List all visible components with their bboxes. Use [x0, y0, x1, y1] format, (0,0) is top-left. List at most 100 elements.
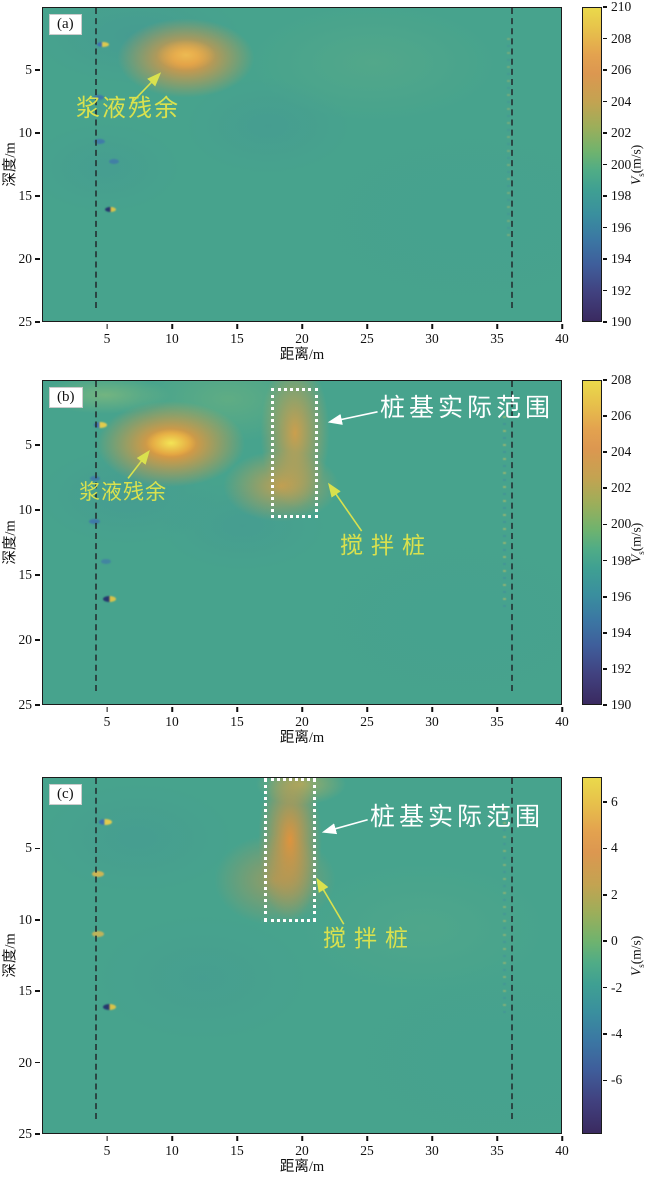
cb-tick-mark — [603, 704, 607, 706]
x-tick-mark — [431, 324, 433, 329]
cb-tick: 192 — [603, 661, 631, 677]
x-tick-mark — [106, 1136, 108, 1141]
x-tick-mark — [106, 324, 108, 329]
y-tick-label: 25 — [18, 1126, 33, 1141]
x-tick: 30 — [425, 707, 439, 731]
y-tick: 25 — [18, 1126, 40, 1142]
cb-tick-label: 0 — [611, 933, 618, 949]
y-tick-label: 15 — [18, 983, 33, 999]
x-tick: 15 — [230, 707, 244, 731]
panel-label-a: (a) — [49, 14, 82, 35]
x-tick: 5 — [104, 1136, 110, 1160]
cb-tick-label: -4 — [611, 1026, 623, 1042]
x-tick-mark — [301, 324, 303, 329]
cb-tick-mark — [603, 487, 607, 489]
x-tick: 35 — [490, 324, 504, 348]
x-tick-label: 40 — [555, 1143, 569, 1158]
cb-tick-label: 202 — [611, 125, 632, 140]
colorbar-c — [582, 777, 602, 1134]
cb-tick-mark — [603, 195, 607, 197]
artifact-speck — [103, 1004, 116, 1010]
y-tick-label: 10 — [18, 125, 33, 140]
y-tick: 15 — [18, 983, 40, 999]
cb-tick-label: -6 — [611, 1072, 623, 1088]
y-tick-label: 25 — [18, 697, 33, 712]
x-tick: 10 — [165, 324, 179, 348]
cb-tick-label: 206 — [611, 408, 632, 424]
x-tick: 25 — [360, 324, 374, 348]
x-tick-mark — [496, 1136, 498, 1141]
x-tick-mark — [366, 324, 368, 329]
cb-tick-mark — [603, 100, 607, 103]
y-axis-title-b: 深度/m — [2, 520, 19, 565]
cb-tick: 200 — [603, 157, 631, 173]
x-tick-mark — [236, 707, 238, 712]
cb-tick: 190 — [603, 697, 631, 713]
cb-tick: 210 — [603, 0, 631, 15]
cb-tick-label: 208 — [611, 30, 632, 46]
y-tick-label: 20 — [18, 251, 33, 266]
cb-tick: 206 — [603, 408, 631, 424]
x-tick: 10 — [165, 707, 179, 731]
y-tick-label: 10 — [18, 502, 33, 517]
artifact-speck — [92, 871, 104, 877]
x-tick: 40 — [555, 324, 569, 348]
cb-tick-label: 4 — [611, 840, 618, 856]
y-tick: 5 — [25, 437, 40, 453]
colorbar-title-a: Vs(m/s) — [628, 144, 646, 185]
y-tick-label: 15 — [18, 188, 33, 203]
x-tick: 5 — [103, 324, 111, 348]
artifact-speck — [105, 207, 116, 212]
x-axis-title-a: 距离/m — [279, 347, 325, 363]
x-axis-title-c: 距离/m — [279, 1159, 325, 1175]
y-axis-title-c: 深度/m — [2, 933, 19, 978]
x-tick-label: 5 — [103, 331, 111, 346]
cb-tick-mark — [603, 596, 607, 598]
borehole-line-right — [511, 778, 513, 1119]
x-tick-mark — [171, 707, 173, 712]
velocity-field-b — [43, 381, 561, 704]
x-tick: 20 — [295, 1136, 309, 1160]
annotation-mixing-pile: 搅拌桩 — [323, 926, 416, 951]
cb-tick-label: 204 — [611, 444, 632, 460]
x-tick-label: 30 — [425, 331, 439, 346]
y-tick-mark — [35, 1133, 40, 1135]
panel-label-b: (b) — [49, 387, 83, 408]
x-tick-mark — [431, 1136, 433, 1141]
x-tick-mark — [171, 324, 173, 329]
cb-tick-mark — [603, 379, 607, 381]
y-tick-mark — [35, 574, 40, 576]
x-tick: 10 — [165, 1136, 179, 1160]
x-tick-label: 35 — [490, 714, 504, 729]
artifact-speck — [103, 596, 116, 602]
cb-tick-mark — [603, 451, 607, 453]
cb-tick-label: 194 — [611, 251, 632, 266]
cb-tick-label: 210 — [611, 0, 632, 14]
annotation-slurry: 浆液残余 — [76, 96, 180, 122]
cb-tick: 202 — [603, 480, 631, 496]
x-axis-title-b: 距离/m — [279, 730, 325, 746]
y-tick-label: 20 — [18, 632, 33, 647]
y-tick-mark — [35, 69, 40, 71]
cb-tick-mark — [603, 289, 607, 292]
x-axis-ticks-c: 5 10 15 20 25 30 35 40 — [42, 1136, 569, 1160]
annotation-pile-range: 桩基实际范围 — [380, 395, 555, 422]
x-tick-label: 5 — [103, 714, 111, 729]
cb-tick-mark — [603, 668, 607, 670]
cb-tick: -4 — [603, 1026, 622, 1042]
artifact-speck — [97, 42, 109, 47]
cb-tick: 198 — [603, 188, 631, 204]
x-tick: 30 — [425, 1136, 439, 1160]
y-tick: 20 — [18, 632, 40, 648]
borehole-line-right — [511, 381, 513, 692]
x-tick-mark — [496, 324, 498, 329]
x-axis-ticks-a: 5 10 15 20 25 30 35 40 — [42, 324, 569, 348]
y-tick-mark — [35, 1061, 40, 1064]
cb-tick-mark — [603, 163, 607, 166]
x-tick-mark — [171, 1136, 173, 1141]
cb-tick-label: 202 — [611, 480, 632, 496]
y-tick: 5 — [25, 62, 40, 78]
cb-tick-mark — [603, 559, 607, 562]
cb-tick-label: 6 — [611, 793, 618, 809]
annotation-pile-range: 桩基实际范围 — [370, 804, 545, 831]
